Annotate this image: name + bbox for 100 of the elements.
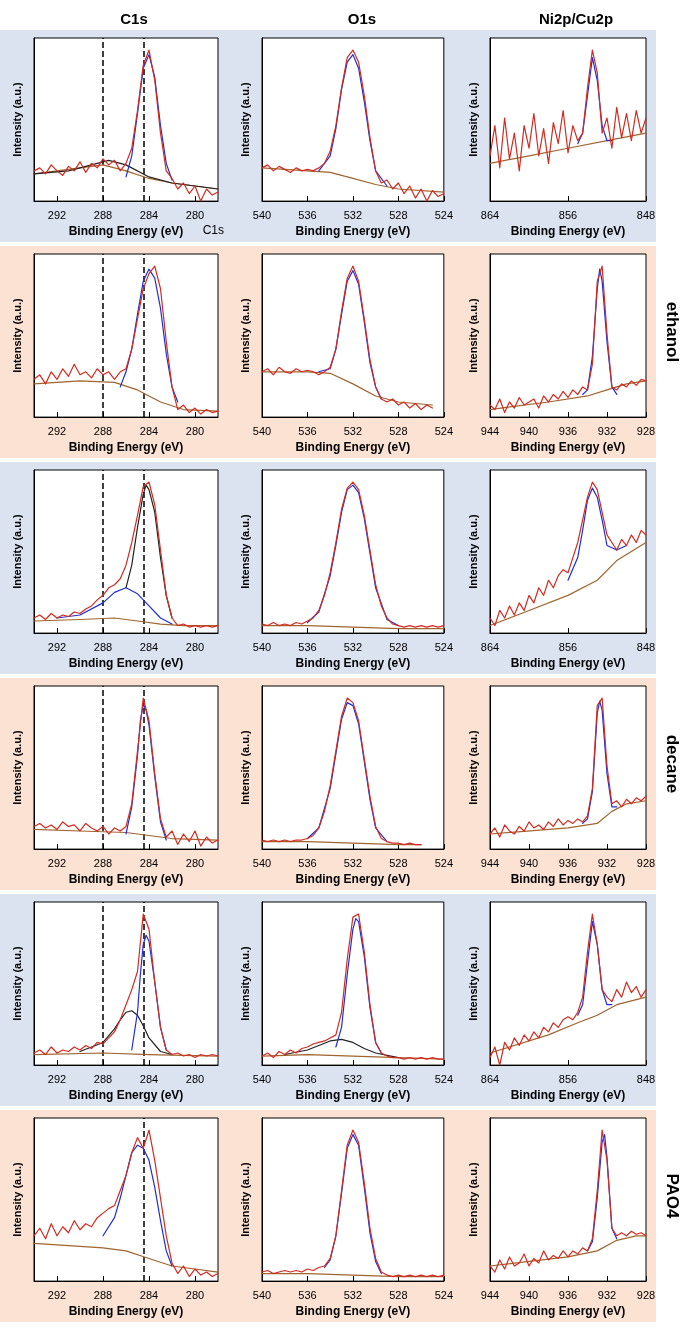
x-axis-title: Binding Energy (eV)	[510, 224, 626, 238]
x-tick-label: 292	[47, 640, 67, 653]
x-axis-title: Binding Energy (eV)	[68, 872, 184, 886]
x-tick-label: 856	[558, 640, 578, 653]
x-tick-label: 532	[343, 1288, 363, 1301]
x-tick-label: 536	[298, 424, 317, 437]
x-tick-label: 284	[139, 640, 159, 653]
x-tick-label: 928	[636, 424, 656, 437]
x-tick-label: 292	[47, 856, 67, 869]
y-axis-title: Intensity (a.u.)	[238, 81, 251, 157]
y-axis-title: Intensity (a.u.)	[466, 945, 479, 1021]
x-tick-label: 940	[519, 1288, 539, 1301]
x-tick-label: 284	[139, 424, 159, 437]
x-axis-title: Binding Energy (eV)	[510, 440, 626, 454]
x-tick-label: 528	[389, 640, 408, 653]
x-tick-label: 540	[252, 856, 272, 869]
x-tick-label: 280	[185, 856, 205, 869]
text: C1s	[202, 223, 224, 237]
x-tick-label: 936	[558, 1288, 578, 1301]
x-tick-label: 292	[47, 424, 67, 437]
x-tick-label: 284	[139, 1288, 159, 1301]
y-axis-title: Intensity (a.u.)	[466, 1161, 479, 1237]
x-tick-label: 528	[389, 424, 408, 437]
x-tick-label: 540	[252, 1288, 272, 1301]
x-axis-title: Binding Energy (eV)	[295, 1088, 411, 1102]
x-tick-label: 528	[389, 1072, 408, 1085]
x-axis-title: Binding Energy (eV)	[295, 656, 411, 670]
x-axis-title: Binding Energy (eV)	[68, 1088, 184, 1102]
y-axis-title: Intensity (a.u.)	[10, 81, 23, 157]
x-tick-label: 524	[434, 1072, 453, 1085]
x-tick-label: 532	[343, 424, 363, 437]
x-axis-title: Binding Energy (eV)	[68, 440, 184, 454]
x-tick-label: 932	[597, 424, 617, 437]
x-tick-label: 284	[139, 208, 159, 221]
x-tick-label: 524	[434, 640, 453, 653]
y-axis-title: Intensity (a.u.)	[10, 1161, 23, 1237]
x-tick-label: 864	[480, 640, 500, 653]
x-tick-label: 928	[636, 1288, 656, 1301]
x-axis-title: Binding Energy (eV)	[68, 1304, 184, 1318]
x-tick-label: 540	[252, 424, 272, 437]
x-axis-title: Binding Energy (eV)	[295, 1304, 411, 1318]
x-axis-title: Binding Energy (eV)	[295, 440, 411, 454]
x-tick-label: 532	[343, 856, 363, 869]
x-tick-label: 292	[47, 1288, 67, 1301]
x-tick-label: 536	[298, 640, 317, 653]
x-tick-label: 292	[47, 208, 67, 221]
x-tick-label: 944	[480, 1288, 500, 1301]
text: decane	[662, 734, 682, 794]
x-axis-title: Binding Energy (eV)	[510, 872, 626, 886]
x-tick-label: 528	[389, 208, 408, 221]
x-tick-label: 288	[93, 856, 113, 869]
x-tick-label: 280	[185, 424, 205, 437]
text: ethanol	[662, 301, 682, 363]
x-tick-label: 284	[139, 856, 159, 869]
x-axis-title: Binding Energy (eV)	[295, 872, 411, 886]
text: PAO4	[662, 1173, 682, 1220]
x-axis-title: Binding Energy (eV)	[295, 224, 411, 238]
y-axis-title: Intensity (a.u.)	[10, 297, 23, 373]
x-tick-label: 848	[636, 208, 656, 221]
x-tick-label: 540	[252, 1072, 272, 1085]
x-tick-label: 288	[93, 208, 113, 221]
x-tick-label: 536	[298, 1072, 317, 1085]
x-tick-label: 940	[519, 856, 539, 869]
x-tick-label: 944	[480, 856, 500, 869]
x-tick-label: 536	[298, 1288, 317, 1301]
x-tick-label: 524	[434, 208, 453, 221]
x-tick-label: 292	[47, 1072, 67, 1085]
y-axis-title: Intensity (a.u.)	[466, 729, 479, 805]
x-tick-label: 848	[636, 640, 656, 653]
x-tick-label: 532	[343, 1072, 363, 1085]
y-axis-title: Intensity (a.u.)	[238, 729, 251, 805]
x-tick-label: 856	[558, 208, 578, 221]
x-tick-label: 524	[434, 424, 453, 437]
y-axis-title: Intensity (a.u.)	[238, 945, 251, 1021]
x-tick-label: 944	[480, 424, 500, 437]
chart-title: Ni2p/Cu2p	[538, 10, 614, 27]
chart-title: C1s	[120, 10, 148, 27]
x-tick-label: 940	[519, 424, 539, 437]
x-axis-title: Binding Energy (eV)	[510, 1088, 626, 1102]
y-axis-title: Intensity (a.u.)	[10, 945, 23, 1021]
x-tick-label: 524	[434, 856, 453, 869]
x-tick-label: 864	[480, 1072, 500, 1085]
x-axis-title: Binding Energy (eV)	[68, 224, 184, 238]
x-tick-label: 540	[252, 208, 272, 221]
x-tick-label: 856	[558, 1072, 578, 1085]
x-tick-label: 532	[343, 640, 363, 653]
x-tick-label: 536	[298, 208, 317, 221]
x-tick-label: 528	[389, 1288, 408, 1301]
y-axis-title: Intensity (a.u.)	[466, 513, 479, 589]
x-tick-label: 932	[597, 856, 617, 869]
x-tick-label: 288	[93, 1288, 113, 1301]
y-axis-title: Intensity (a.u.)	[466, 81, 479, 157]
x-axis-title: Binding Energy (eV)	[510, 656, 626, 670]
x-tick-label: 536	[298, 856, 317, 869]
x-tick-label: 928	[636, 856, 656, 869]
x-tick-label: 280	[185, 208, 205, 221]
y-axis-title: Intensity (a.u.)	[238, 1161, 251, 1237]
x-tick-label: 936	[558, 856, 578, 869]
y-axis-title: Intensity (a.u.)	[10, 513, 23, 589]
x-tick-label: 532	[343, 208, 363, 221]
